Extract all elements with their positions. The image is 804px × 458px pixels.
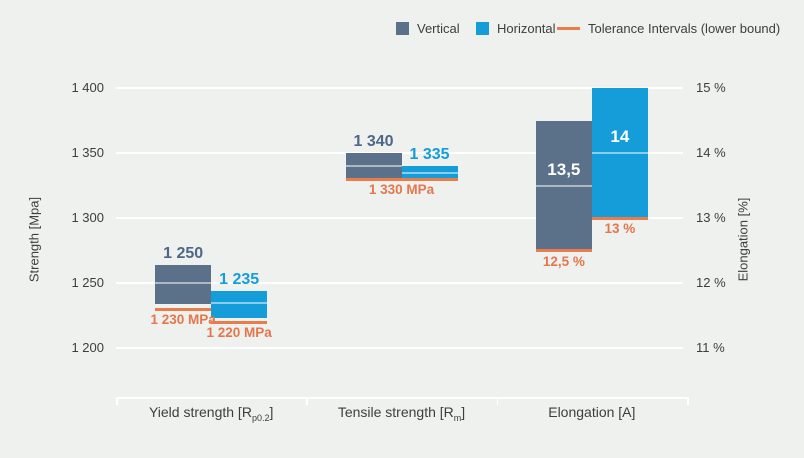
mean-line: [591, 152, 648, 154]
tolerance-line: [591, 216, 648, 220]
tolerance-line: [535, 249, 592, 252]
category-label: Tensile strength [Rm]: [337, 404, 466, 423]
category-label: Elongation [A]: [548, 404, 636, 420]
legend-item-tolerance[interactable]: Tolerance Intervals (lower bound): [557, 20, 781, 36]
x-axis-tick: [306, 397, 308, 405]
tolerance-label: 1 330 MPa: [368, 182, 435, 197]
x-axis-line: [116, 397, 688, 399]
value-label: 1 340: [353, 133, 394, 150]
tolerance-line: [155, 307, 212, 311]
right-axis-tick-label: 11 %: [696, 340, 725, 355]
mean-line: [401, 171, 458, 174]
left-axis-tick-label: 1 400: [71, 80, 104, 95]
tolerance-label: 1 230 MPa: [150, 312, 216, 327]
right-axis-tick-label: 13 %: [696, 210, 726, 225]
bar-horizontal[interactable]: [211, 290, 268, 319]
legend-label-horizontal: Horizontal: [497, 20, 556, 36]
value-label: 13,5: [547, 159, 581, 179]
right-axis-tick-label: 12 %: [696, 275, 726, 290]
legend-item-vertical[interactable]: Vertical: [396, 20, 460, 36]
horizontal-swatch-icon: [476, 21, 489, 35]
category-label: Yield strength [Rp0.2]: [148, 404, 274, 423]
legend-item-horizontal[interactable]: Horizontal: [476, 20, 556, 36]
right-axis-tick-label: 15 %: [696, 80, 726, 95]
mean-line: [345, 165, 402, 167]
x-axis-tick: [687, 397, 689, 405]
left-axis-tick-label: 1 250: [71, 275, 104, 290]
tolerance-label: 12,5 %: [542, 253, 585, 269]
tolerance-line: [345, 177, 458, 181]
value-label: 1 250: [163, 244, 204, 262]
left-axis-tick-label: 1 300: [71, 210, 104, 225]
x-axis-tick: [116, 397, 118, 405]
value-label: 1 235: [219, 270, 260, 288]
tolerance-label: 13 %: [604, 221, 636, 236]
legend-label-vertical: Vertical: [417, 20, 460, 36]
value-label: 14: [610, 127, 630, 146]
left-axis-tick-label: 1 350: [71, 145, 104, 160]
vertical-swatch-icon: [396, 21, 409, 35]
gridline: [116, 347, 683, 349]
right-axis-tick-label: 14 %: [696, 145, 726, 160]
legend-label-tolerance: Tolerance Intervals (lower bound): [588, 20, 781, 36]
mean-line: [155, 282, 212, 284]
mean-line: [211, 301, 268, 304]
value-label: 1 335: [409, 146, 450, 163]
gridline: [116, 217, 683, 219]
gridline: [116, 87, 683, 89]
bar-vertical[interactable]: [155, 264, 212, 304]
tolerance-label: 1 220 MPa: [206, 325, 272, 340]
tolerance-line: [211, 320, 268, 324]
tolerance-line-icon: [557, 26, 580, 30]
mean-line: [535, 184, 592, 187]
left-axis-tick-label: 1 200: [71, 340, 104, 355]
x-axis-tick: [496, 397, 499, 405]
gridline: [116, 282, 683, 284]
